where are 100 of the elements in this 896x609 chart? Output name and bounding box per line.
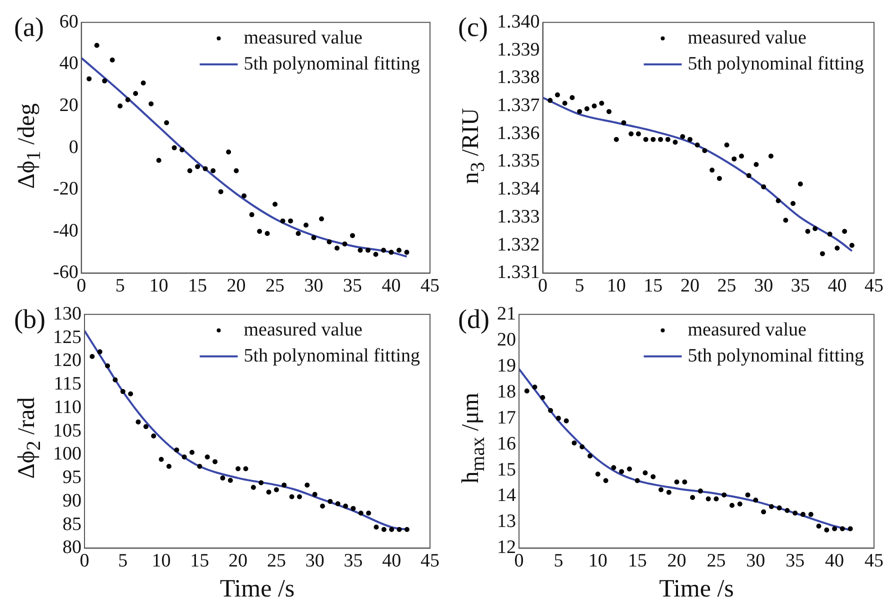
point bbox=[849, 242, 854, 248]
legend-label: 5th polynominal fitting bbox=[244, 345, 420, 366]
point bbox=[776, 198, 781, 204]
y-tick-label: 1.337 bbox=[497, 94, 540, 116]
point bbox=[118, 104, 123, 108]
x-tick-label: 15 bbox=[190, 550, 210, 572]
x-tick-label: 20 bbox=[228, 550, 248, 572]
x-tick-label: 5 bbox=[574, 276, 584, 297]
point bbox=[204, 454, 210, 460]
point bbox=[133, 90, 138, 96]
point bbox=[682, 479, 688, 484]
y-tick-label: 16 bbox=[497, 433, 516, 454]
point bbox=[690, 495, 696, 500]
chart-title: (c) bbox=[458, 12, 488, 43]
x-tick-label: 10 bbox=[606, 276, 626, 297]
point bbox=[754, 162, 759, 168]
legend-label: measured value bbox=[244, 27, 362, 48]
point bbox=[739, 154, 744, 159]
x-tick-label: 10 bbox=[149, 276, 168, 297]
point bbox=[784, 508, 790, 514]
point bbox=[562, 100, 568, 106]
point bbox=[706, 496, 711, 502]
x-tick-label: 20 bbox=[226, 276, 246, 297]
point bbox=[540, 395, 546, 400]
point bbox=[174, 448, 180, 453]
point bbox=[243, 466, 248, 472]
point bbox=[619, 469, 624, 474]
point bbox=[628, 131, 634, 136]
point bbox=[172, 145, 177, 150]
x-tick-label: 35 bbox=[786, 550, 805, 572]
point bbox=[737, 502, 742, 507]
point bbox=[650, 474, 656, 480]
x-tick-label: 15 bbox=[628, 550, 647, 572]
point bbox=[195, 164, 200, 170]
point bbox=[710, 168, 715, 173]
y-tick-label: 1.333 bbox=[497, 206, 540, 228]
x-tick-label: 45 bbox=[864, 276, 884, 297]
point bbox=[249, 212, 254, 218]
line-series bbox=[542, 96, 853, 252]
legend-label: measured value bbox=[244, 319, 362, 340]
point bbox=[202, 166, 208, 172]
x-tick-label: 40 bbox=[382, 276, 401, 297]
x-tick-label: 25 bbox=[266, 276, 285, 297]
point bbox=[381, 248, 386, 253]
y-tick-label: 15 bbox=[497, 459, 516, 480]
point bbox=[110, 58, 115, 63]
y-tick-label: 1.332 bbox=[497, 234, 540, 256]
point bbox=[761, 184, 766, 190]
x-tick-label: 30 bbox=[746, 550, 766, 572]
point bbox=[296, 230, 301, 236]
y-tick-label: 19 bbox=[497, 355, 516, 376]
x-tick-label: 35 bbox=[344, 550, 363, 572]
y-tick-label: 1.335 bbox=[497, 150, 540, 172]
y-tick-label: 130 bbox=[53, 303, 82, 324]
x-axis-title: Time /s bbox=[220, 576, 295, 603]
y-tick-label: 12 bbox=[497, 537, 516, 558]
point bbox=[274, 487, 279, 492]
point bbox=[680, 134, 686, 140]
point bbox=[210, 168, 216, 174]
x-tick-label: 20 bbox=[680, 276, 700, 297]
point bbox=[366, 510, 372, 516]
point bbox=[311, 235, 316, 240]
point bbox=[125, 97, 130, 102]
point bbox=[156, 158, 162, 163]
x-tick-label: 5 bbox=[115, 276, 125, 297]
point bbox=[548, 408, 554, 414]
point bbox=[404, 250, 410, 255]
point bbox=[776, 505, 782, 510]
point bbox=[128, 391, 134, 396]
point bbox=[626, 466, 632, 472]
point bbox=[226, 149, 232, 154]
point bbox=[643, 136, 648, 142]
x-tick-label: 35 bbox=[790, 276, 810, 297]
point bbox=[614, 136, 619, 142]
point bbox=[730, 502, 734, 508]
point bbox=[798, 182, 803, 187]
point bbox=[808, 512, 814, 517]
y-tick-label: 90 bbox=[62, 490, 82, 512]
point bbox=[827, 232, 832, 237]
legend-label: 5th polynominal fitting bbox=[688, 345, 864, 366]
point bbox=[97, 349, 102, 354]
point bbox=[358, 510, 364, 516]
point bbox=[674, 479, 680, 484]
x-tick-label: 20 bbox=[667, 550, 686, 572]
point bbox=[783, 218, 788, 223]
y-tick-label: 13 bbox=[497, 511, 516, 532]
point bbox=[228, 478, 233, 483]
point bbox=[319, 216, 324, 222]
point bbox=[342, 241, 348, 246]
point bbox=[288, 218, 294, 224]
point bbox=[388, 250, 394, 255]
x-tick-label: 35 bbox=[343, 276, 362, 297]
point bbox=[554, 92, 560, 98]
point bbox=[832, 526, 838, 532]
point bbox=[218, 189, 224, 194]
point bbox=[745, 492, 750, 498]
point bbox=[257, 228, 262, 234]
point bbox=[634, 478, 640, 484]
y-tick-label: 14 bbox=[497, 485, 516, 506]
point bbox=[334, 246, 340, 251]
